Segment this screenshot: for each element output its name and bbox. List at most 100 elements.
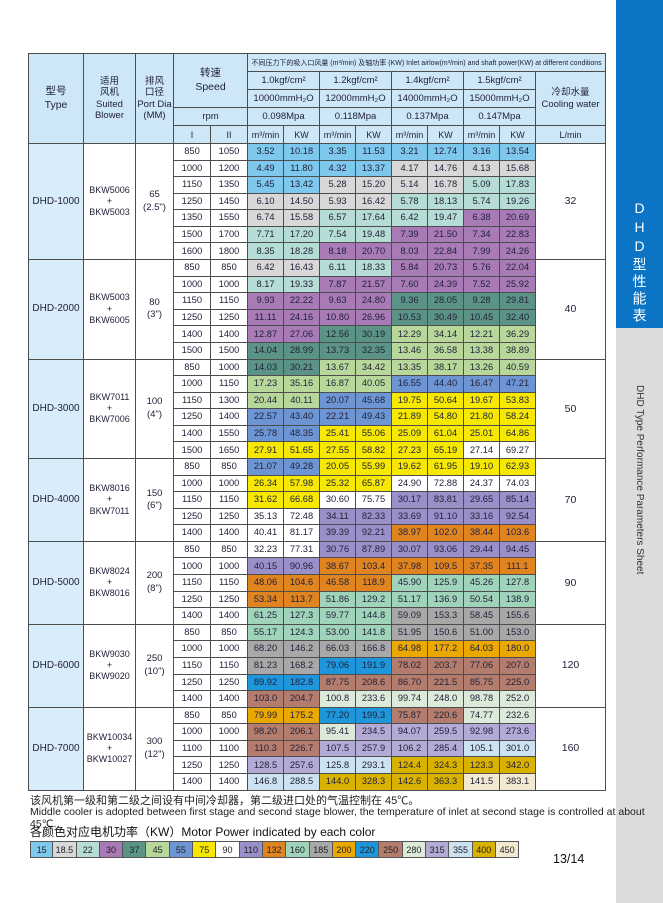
- airflow-value: 7.39: [391, 225, 428, 244]
- speed-stage1: 1400: [173, 690, 211, 708]
- shaft-power-value: 27.06: [283, 325, 320, 343]
- airflow-value: 87.75: [319, 673, 356, 692]
- header-cooling-en: Cooling water: [541, 98, 600, 110]
- cooling-water-value: 90: [534, 540, 607, 625]
- airflow-value: 6.38: [463, 209, 500, 227]
- speed-stage2: 1250: [210, 308, 248, 327]
- shaft-power-value: 220.6: [427, 706, 464, 725]
- shaft-power-value: 65.19: [427, 441, 464, 459]
- airflow-value: 45.90: [391, 574, 428, 592]
- table-row: 1250 1450 6.10 14.50 5.93 16.42 5.78 18.13 5.74 1…: [29, 192, 606, 211]
- shaft-power-value: 66.68: [283, 491, 320, 509]
- shaft-power-value: 43.40: [283, 408, 320, 426]
- header-port-cn1: 排风: [144, 75, 164, 87]
- shaft-power-value: 26.96: [355, 308, 392, 327]
- header-flow-1: m³/min: [247, 125, 284, 144]
- airflow-value: 8.17: [247, 275, 284, 294]
- header-flow-2: m³/min: [319, 125, 356, 144]
- speed-stage2: 1200: [210, 159, 248, 178]
- header-port-en: Port Dia: [137, 98, 172, 110]
- legend-swatch-45: 45: [146, 841, 170, 858]
- airflow-value: 51.86: [319, 590, 356, 609]
- airflow-value: 7.87: [319, 275, 356, 294]
- speed-stage2: 1650: [210, 441, 248, 459]
- airflow-value: 22.21: [319, 408, 356, 426]
- airflow-value: 29.65: [463, 491, 500, 509]
- table-row: DHD-1000 BKW5006 + BKW5003 65 (2.5") 850 1050 3.…: [28, 142, 607, 261]
- shaft-power-value: 30.19: [355, 325, 392, 343]
- shaft-power-value: 13.37: [355, 159, 392, 178]
- shaft-power-value: 55.06: [355, 424, 392, 443]
- airflow-value: 103.0: [247, 690, 284, 708]
- speed-stage1: 1250: [173, 507, 211, 526]
- shaft-power-value: 40.05: [355, 375, 392, 393]
- speed-stage2: 1150: [210, 656, 248, 675]
- speed-stage1: 1250: [173, 192, 211, 211]
- shaft-power-value: 54.80: [427, 408, 464, 426]
- speed-stage2: 1150: [210, 574, 248, 592]
- speed-stage1: 1000: [173, 275, 211, 294]
- model-name: DHD-6000: [28, 623, 84, 708]
- shaft-power-value: 22.83: [499, 225, 536, 244]
- airflow-value: 3.16: [463, 143, 500, 161]
- table-row: 1400 1550 25.78 48.35 25.41 55.06 25.09 61.04 25…: [29, 424, 606, 443]
- shaft-power-value: 15.20: [355, 176, 392, 194]
- airflow-value: 58.45: [463, 607, 500, 625]
- shaft-power-value: 17.20: [283, 225, 320, 244]
- model-name: DHD-5000: [28, 540, 84, 625]
- speed-stage2: 1400: [210, 690, 248, 708]
- shaft-power-value: 22.84: [427, 242, 464, 261]
- speed-stage1: 1000: [173, 723, 211, 741]
- legend-swatch-15: 15: [30, 841, 54, 858]
- cooling-water-value: 70: [534, 457, 607, 542]
- legend-swatch-160: 160: [286, 841, 310, 858]
- airflow-value: 40.41: [247, 524, 284, 542]
- airflow-value: 13.35: [391, 358, 428, 377]
- model-name: DHD-2000: [28, 259, 84, 360]
- airflow-value: 141.5: [463, 772, 500, 791]
- airflow-value: 7.52: [463, 275, 500, 294]
- header-kw-1: KW: [283, 125, 320, 144]
- airflow-value: 5.74: [463, 192, 500, 211]
- shaft-power-value: 168.2: [283, 656, 320, 675]
- shaft-power-value: 49.43: [355, 408, 392, 426]
- airflow-value: 94.07: [391, 723, 428, 741]
- speed-stage1: 1000: [173, 159, 211, 178]
- speed-stage2: 850: [210, 706, 248, 725]
- shaft-power-value: 18.28: [283, 242, 320, 261]
- shaft-power-value: 13.42: [283, 176, 320, 194]
- header-pressure-4-mpa: 0.147Mpa: [463, 107, 536, 126]
- note-chinese: 该风机第一级和第二级之间设有中间冷却器，第二级进口处的气温控制在 45℃。: [30, 795, 420, 807]
- blower-combination: BKW9030 + BKW9020: [83, 623, 136, 708]
- header-cooling: 冷却水量 Cooling water: [534, 71, 607, 126]
- speed-stage1: 1150: [173, 574, 211, 592]
- shaft-power-value: 104.6: [283, 574, 320, 592]
- shaft-power-value: 24.26: [499, 242, 536, 261]
- speed-stage2: 1000: [210, 723, 248, 741]
- airflow-value: 19.75: [391, 391, 428, 410]
- airflow-value: 27.14: [463, 441, 500, 459]
- table-row: 1400 1400 40.41 81.17 39.39 92.21 38.97 102.0 38…: [29, 524, 606, 542]
- table-row: 1400 1400 12.87 27.06 12.56 30.19 12.29 34.14 12…: [29, 325, 606, 343]
- header-cooling-unit: L/min: [534, 125, 607, 144]
- airflow-value: 8.35: [247, 242, 284, 261]
- airflow-value: 125.8: [319, 756, 356, 774]
- header-pressure-3-mpa: 0.137Mpa: [391, 107, 464, 126]
- airflow-value: 39.39: [319, 524, 356, 542]
- shaft-power-value: 49.28: [283, 457, 320, 476]
- airflow-value: 16.55: [391, 375, 428, 393]
- speed-stage1: 1250: [173, 408, 211, 426]
- speed-stage2: 1050: [210, 143, 248, 161]
- airflow-value: 34.11: [319, 507, 356, 526]
- shaft-power-value: 138.9: [499, 590, 536, 609]
- shaft-power-value: 19.47: [427, 209, 464, 227]
- airflow-value: 5.93: [319, 192, 356, 211]
- shaft-power-value: 24.80: [355, 292, 392, 310]
- airflow-value: 59.09: [391, 607, 428, 625]
- shaft-power-value: 36.58: [427, 341, 464, 360]
- shaft-power-value: 19.26: [499, 192, 536, 211]
- airflow-value: 5.84: [391, 259, 428, 277]
- airflow-value: 3.35: [319, 143, 356, 161]
- airflow-value: 29.44: [463, 540, 500, 559]
- header-rpm: rpm: [173, 107, 248, 126]
